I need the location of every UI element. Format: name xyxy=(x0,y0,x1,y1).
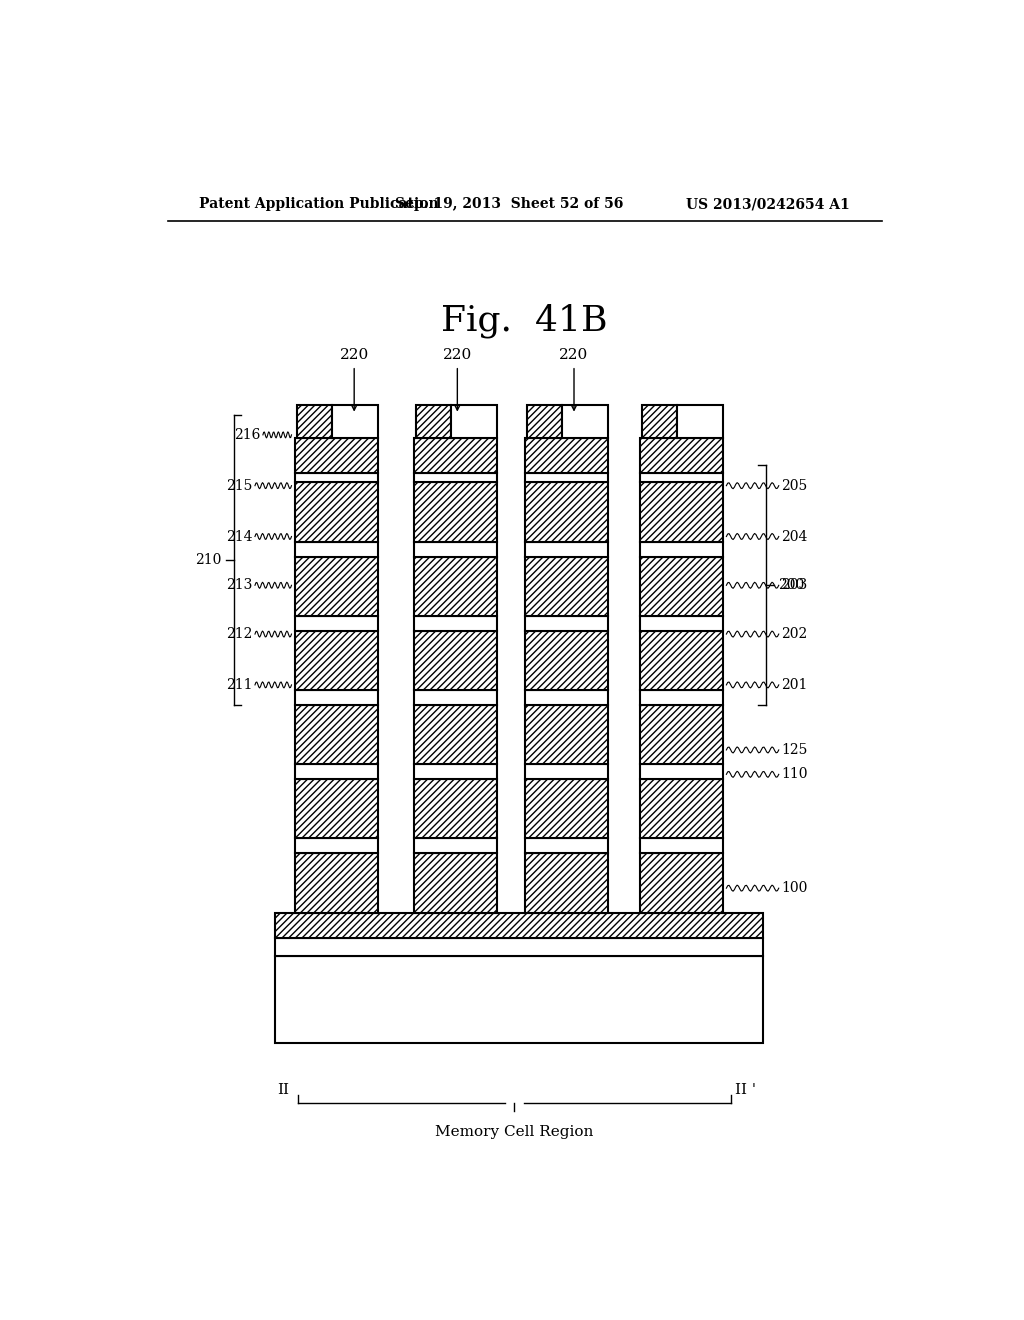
Bar xyxy=(295,541,378,557)
Bar xyxy=(297,405,332,438)
Bar xyxy=(640,474,723,482)
Text: 202: 202 xyxy=(781,627,807,642)
Bar xyxy=(414,438,497,474)
Bar xyxy=(274,939,763,956)
Text: 200: 200 xyxy=(778,578,804,593)
Text: 216: 216 xyxy=(234,428,260,442)
Bar xyxy=(640,705,723,764)
Bar xyxy=(414,557,497,616)
Bar xyxy=(640,557,723,616)
Bar xyxy=(416,405,452,438)
Bar xyxy=(524,482,608,541)
Bar xyxy=(640,616,723,631)
Text: Sep. 19, 2013  Sheet 52 of 56: Sep. 19, 2013 Sheet 52 of 56 xyxy=(394,197,624,211)
Bar xyxy=(414,779,497,838)
Bar xyxy=(640,853,723,912)
Bar xyxy=(640,690,723,705)
Bar xyxy=(295,838,378,853)
Text: 110: 110 xyxy=(781,767,808,781)
Text: 220: 220 xyxy=(340,347,369,362)
Bar xyxy=(295,438,378,474)
Text: 210: 210 xyxy=(196,553,221,566)
Text: 220: 220 xyxy=(442,347,472,362)
Text: 204: 204 xyxy=(781,529,808,544)
Text: II ': II ' xyxy=(735,1084,756,1097)
Bar xyxy=(274,956,763,1043)
Text: 100: 100 xyxy=(781,882,808,895)
Bar xyxy=(295,853,378,912)
Text: 212: 212 xyxy=(226,627,253,642)
Text: 213: 213 xyxy=(226,578,253,593)
Bar xyxy=(414,764,497,779)
Bar xyxy=(527,405,562,438)
Bar xyxy=(295,779,378,838)
Text: US 2013/0242654 A1: US 2013/0242654 A1 xyxy=(686,197,850,211)
Bar xyxy=(524,779,608,838)
Bar xyxy=(414,541,497,557)
Bar xyxy=(562,405,608,438)
Bar xyxy=(295,482,378,541)
Bar xyxy=(524,631,608,690)
Bar xyxy=(414,631,497,690)
Text: 214: 214 xyxy=(226,529,253,544)
Bar xyxy=(524,705,608,764)
Bar xyxy=(640,438,723,474)
Bar xyxy=(524,853,608,912)
Text: Patent Application Publication: Patent Application Publication xyxy=(200,197,439,211)
Text: 220: 220 xyxy=(559,347,589,362)
Bar xyxy=(414,705,497,764)
Bar xyxy=(524,438,608,474)
Bar xyxy=(524,616,608,631)
Bar xyxy=(295,690,378,705)
Bar xyxy=(677,405,723,438)
Text: 125: 125 xyxy=(781,743,808,756)
Bar xyxy=(524,541,608,557)
Bar xyxy=(414,616,497,631)
Bar xyxy=(640,631,723,690)
Text: 203: 203 xyxy=(781,578,807,593)
Text: Memory Cell Region: Memory Cell Region xyxy=(435,1125,594,1139)
Bar xyxy=(295,705,378,764)
Bar xyxy=(332,405,378,438)
Bar xyxy=(295,557,378,616)
Bar xyxy=(524,838,608,853)
Bar xyxy=(524,557,608,616)
Bar xyxy=(640,764,723,779)
Bar xyxy=(295,474,378,482)
Bar xyxy=(640,482,723,541)
Bar xyxy=(524,690,608,705)
Bar xyxy=(524,474,608,482)
Bar xyxy=(274,912,763,939)
Bar xyxy=(295,616,378,631)
Bar xyxy=(452,405,497,438)
Text: 201: 201 xyxy=(781,678,808,692)
Bar xyxy=(640,541,723,557)
Text: II: II xyxy=(278,1084,290,1097)
Bar xyxy=(414,482,497,541)
Text: 215: 215 xyxy=(226,479,253,492)
Text: 211: 211 xyxy=(226,678,253,692)
Bar xyxy=(414,853,497,912)
Bar xyxy=(524,764,608,779)
Bar xyxy=(640,838,723,853)
Text: Fig.  41B: Fig. 41B xyxy=(441,304,608,338)
Bar xyxy=(295,631,378,690)
Bar xyxy=(414,838,497,853)
Bar xyxy=(414,474,497,482)
Bar xyxy=(295,764,378,779)
Bar xyxy=(642,405,677,438)
Text: 205: 205 xyxy=(781,479,807,492)
Bar xyxy=(640,779,723,838)
Bar xyxy=(414,690,497,705)
